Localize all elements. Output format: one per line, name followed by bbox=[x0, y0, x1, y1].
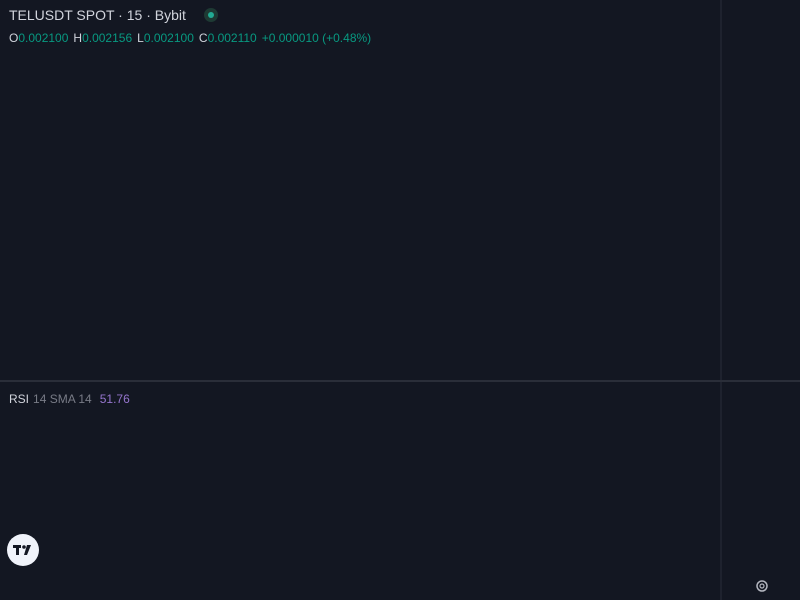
ohlc-legend: O0.002100 H0.002156 L0.002100 C0.002110 +0.0… bbox=[9, 31, 376, 45]
rsi-params: 14 SMA 14 bbox=[33, 392, 92, 406]
symbol-title: TELUSDT SPOT · 15 · Bybit bbox=[9, 7, 186, 23]
ohlc-label: C bbox=[198, 31, 208, 45]
status-dot bbox=[203, 8, 218, 22]
ohlc-label: L bbox=[137, 31, 144, 45]
ohlc-label: O bbox=[9, 31, 19, 45]
ohlc-value: 0.002100 bbox=[18, 31, 69, 45]
ohlc-label: H bbox=[73, 31, 83, 45]
ohlc-value: 0.002100 bbox=[143, 31, 194, 45]
rsi-value: 51.76 bbox=[99, 392, 130, 406]
ohlc-value: 0.002110 bbox=[207, 31, 257, 45]
tv-logo bbox=[7, 534, 39, 566]
rsi-legend: RSI 14 SMA 14 51.76 bbox=[9, 392, 130, 406]
settings-icon[interactable] bbox=[756, 580, 768, 592]
symbol-header: TELUSDT SPOT · 15 · Bybit bbox=[9, 7, 218, 23]
rsi-title: RSI bbox=[9, 392, 30, 406]
ohlc-value: 0.002156 bbox=[82, 31, 133, 45]
change: +0.000010 (+0.48%) bbox=[261, 31, 372, 45]
